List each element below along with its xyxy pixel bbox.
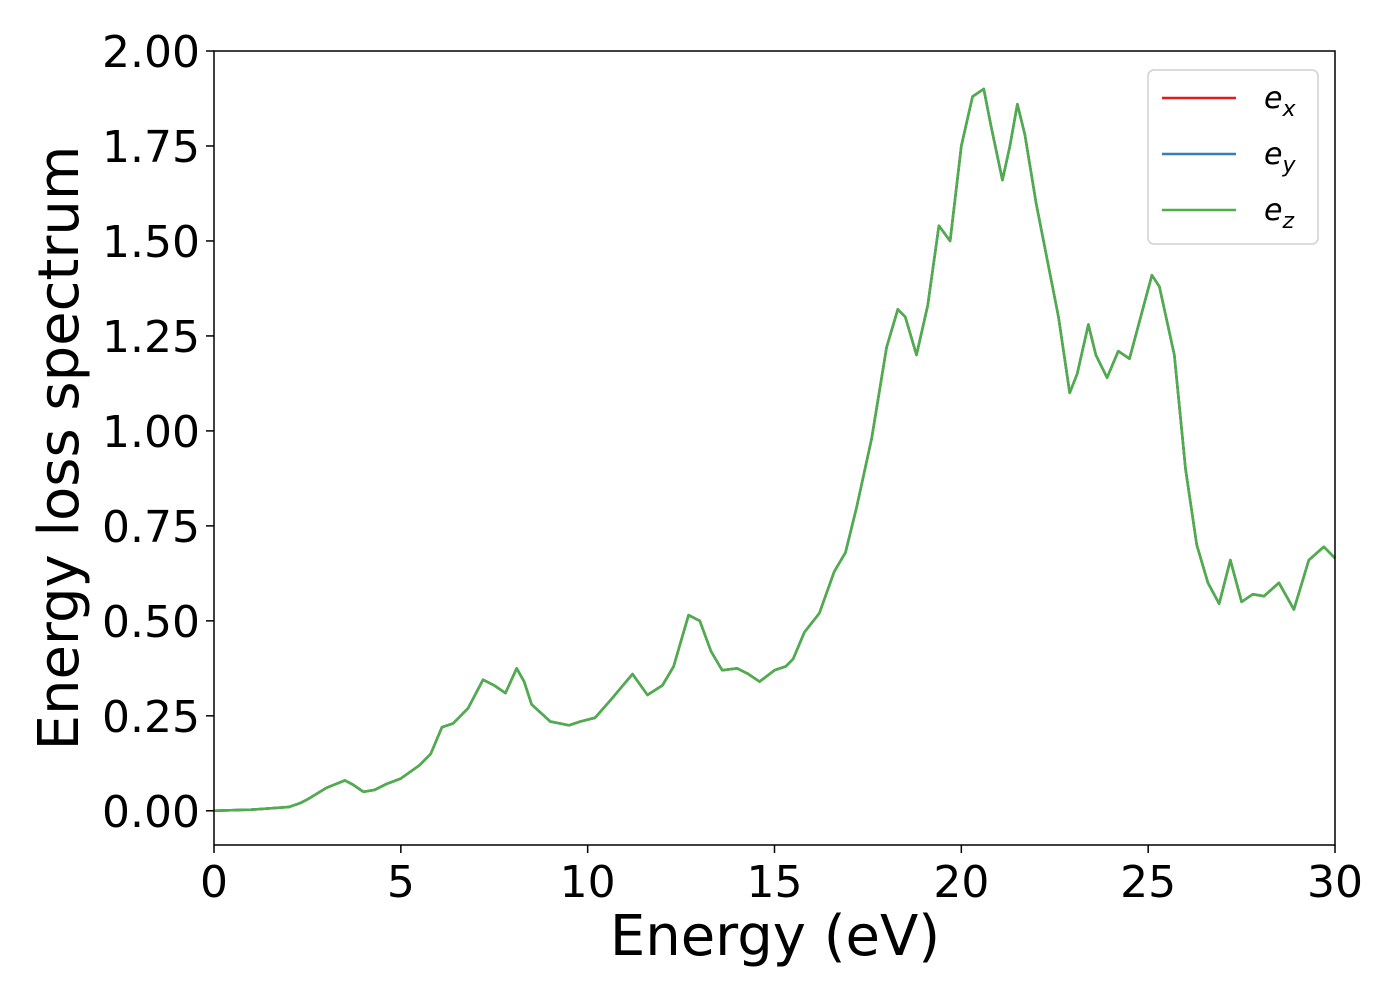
series-line bbox=[213, 87, 1336, 813]
y-tick-label: 1.25 bbox=[102, 312, 200, 363]
x-tick-label: 10 bbox=[560, 857, 616, 908]
y-tick-label: 1.50 bbox=[102, 217, 200, 268]
x-tick-label: 15 bbox=[747, 857, 803, 908]
plot-frame bbox=[213, 50, 1336, 846]
x-axis-label: Energy (eV) bbox=[610, 904, 940, 969]
y-axis-label: Energy loss spectrum bbox=[27, 146, 92, 751]
y-tick-label: 0.50 bbox=[102, 597, 200, 648]
x-tick-label: 20 bbox=[933, 857, 989, 908]
y-tick-label: 2.00 bbox=[102, 27, 200, 78]
x-tick-label: 25 bbox=[1120, 857, 1176, 908]
legend-label: ey bbox=[1264, 137, 1296, 178]
y-tick-label: 0.75 bbox=[102, 502, 200, 553]
x-tick-label: 30 bbox=[1307, 857, 1363, 908]
y-tick-label: 0.25 bbox=[102, 692, 200, 743]
x-tick-label: 5 bbox=[387, 857, 415, 908]
x-tick-label: 0 bbox=[200, 857, 228, 908]
legend-label: ez bbox=[1264, 193, 1294, 234]
y-tick-label: 1.00 bbox=[102, 407, 200, 458]
y-tick-label: 0.00 bbox=[102, 787, 200, 838]
legend-label: ex bbox=[1264, 81, 1296, 122]
y-tick-label: 1.75 bbox=[102, 122, 200, 173]
legend-box bbox=[1147, 69, 1319, 245]
